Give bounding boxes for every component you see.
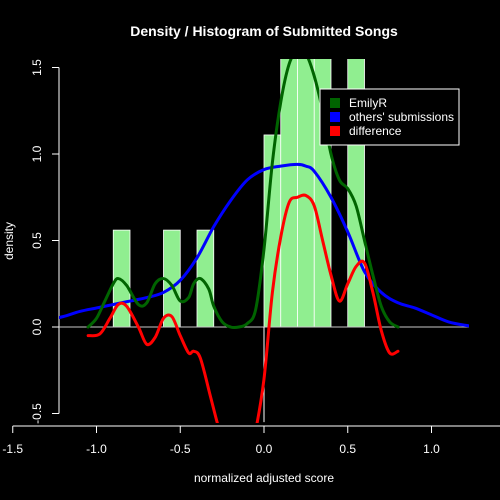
histogram-bar — [297, 59, 315, 328]
legend-label-emilyr: EmilyR — [349, 96, 387, 110]
series-line-difference — [86, 193, 400, 423]
y-tick-label: 0.5 — [30, 232, 44, 249]
x-tick-label: 0.5 — [339, 442, 356, 456]
x-tick-label: -1.5 — [2, 442, 23, 456]
y-tick-label: 1.0 — [30, 145, 44, 162]
legend-box — [319, 88, 460, 146]
y-tick-label: 0.0 — [30, 318, 44, 335]
legend-swatch-difference — [330, 126, 340, 136]
y-tick-label: 1.5 — [30, 59, 44, 76]
legend-label-others-submissions: others' submissions — [349, 110, 454, 124]
x-tick-label: -0.5 — [170, 442, 191, 456]
chart-title: Density / Histogram of Submitted Songs — [130, 23, 398, 39]
x-axis-label: normalized adjusted score — [194, 471, 334, 485]
y-tick-label: -0.5 — [30, 403, 44, 424]
series-line-emilyr — [86, 59, 400, 330]
x-axis: -1.5-1.0-0.50.00.51.01.5 — [2, 425, 500, 456]
y-axis-label: density — [2, 222, 16, 260]
legend-swatch-others-submissions — [330, 112, 340, 122]
x-tick-label: -1.0 — [86, 442, 107, 456]
x-tick-label: 1.0 — [423, 442, 440, 456]
y-axis: -0.5 0.0 0.5 1.0 1.5 — [30, 59, 60, 424]
series-line-others-submissions — [59, 162, 469, 328]
x-tick-label: 0.0 — [256, 442, 273, 456]
legend-swatch-emilyr — [330, 98, 340, 108]
legend-label-difference: difference — [349, 124, 402, 138]
